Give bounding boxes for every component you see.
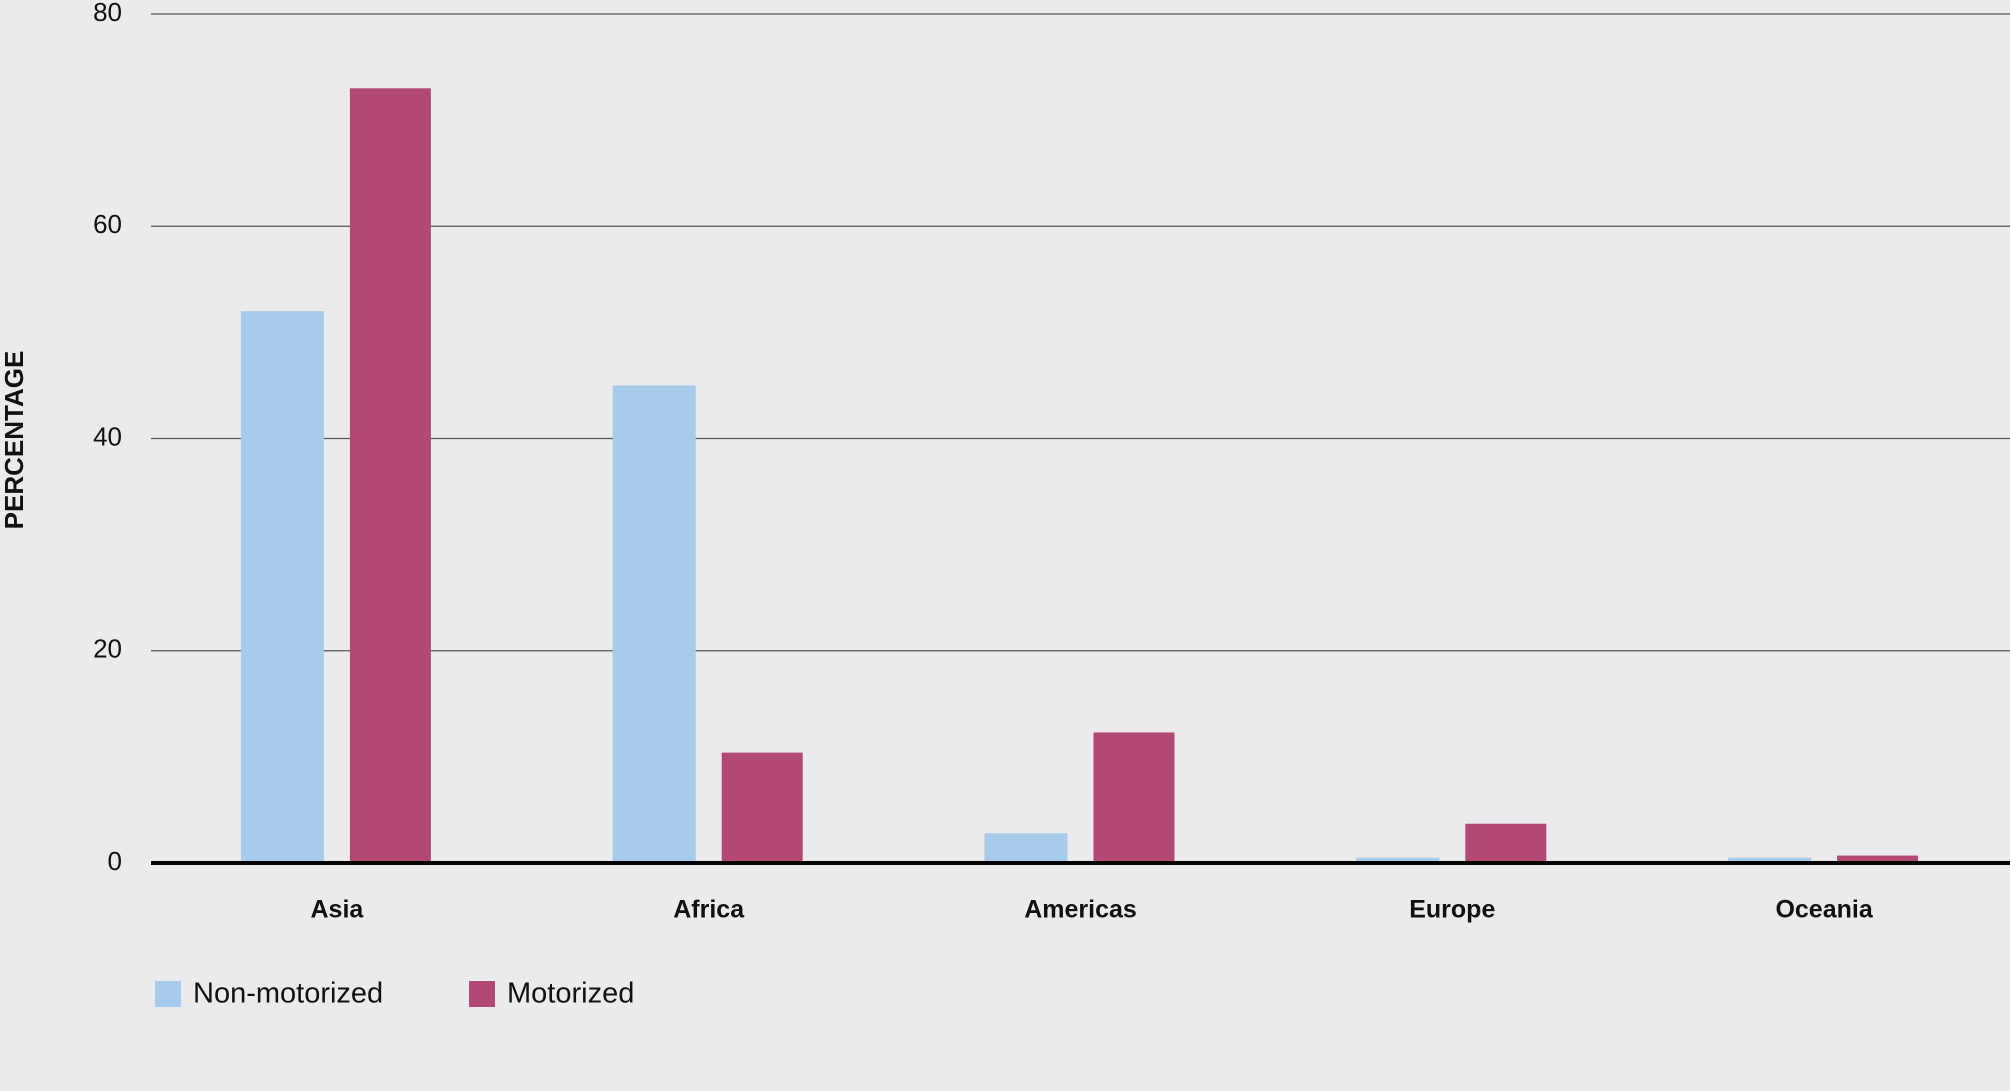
x-tick-label: Americas [1024, 896, 1137, 924]
x-tick-label: Europe [1409, 896, 1495, 924]
y-tick-label: 20 [93, 634, 122, 664]
y-tick-label: 60 [93, 209, 122, 239]
legend-swatch [155, 981, 181, 1007]
x-tick-label: Oceania [1775, 896, 1873, 924]
legend-label: Motorized [507, 978, 634, 1010]
y-axis-label: PERCENTAGE [0, 351, 29, 530]
bar [1728, 857, 1812, 863]
bar [1465, 823, 1547, 863]
y-tick-label: 40 [93, 421, 122, 451]
bar [240, 311, 324, 863]
bar [1093, 732, 1175, 863]
x-tick-label: Africa [673, 896, 745, 924]
bar [612, 385, 696, 863]
bar [984, 833, 1068, 863]
legend-swatch [469, 981, 495, 1007]
bar [1837, 855, 1919, 863]
y-tick-label: 0 [108, 846, 122, 876]
x-tick-label: Asia [310, 896, 364, 924]
bar [721, 752, 803, 863]
legend-label: Non-motorized [193, 978, 383, 1010]
bar [1356, 857, 1440, 863]
y-tick-label: 80 [93, 0, 122, 27]
bar [349, 88, 431, 864]
